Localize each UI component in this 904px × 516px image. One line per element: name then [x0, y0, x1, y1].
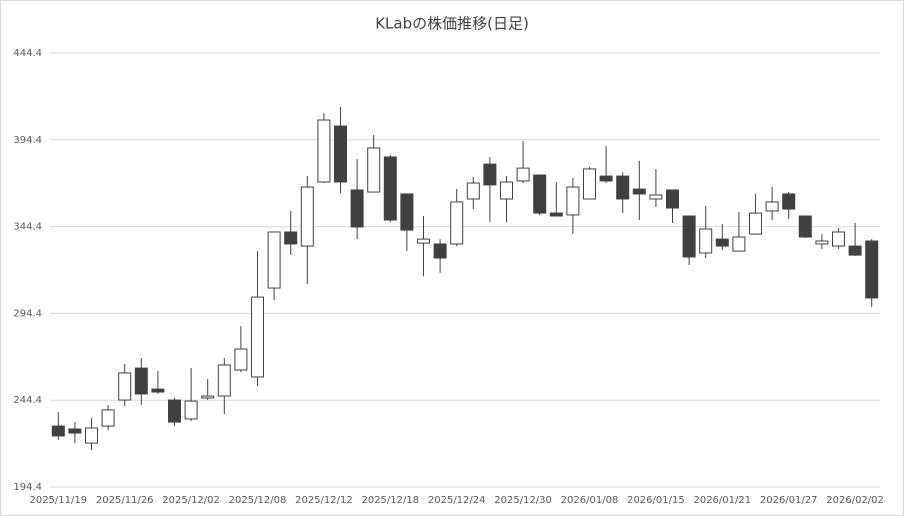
candle-down: [782, 193, 796, 210]
x-tick-label: 2026/01/21: [693, 495, 751, 506]
x-tick-label: 2026/01/15: [627, 495, 685, 506]
candle-up: [317, 119, 331, 183]
candle-down: [682, 215, 696, 258]
x-tick-label: 2025/12/18: [361, 495, 419, 506]
candle-up: [699, 228, 713, 254]
candle-up: [217, 364, 231, 397]
candle-up: [251, 296, 264, 378]
candle-up: [118, 372, 132, 401]
candle-down: [848, 245, 862, 256]
candle-down: [483, 163, 497, 186]
candle-down: [616, 175, 630, 200]
candle-up: [300, 186, 314, 247]
candle-down: [51, 425, 65, 437]
candle-up: [466, 182, 480, 200]
y-tick-label: 344.4: [13, 222, 42, 233]
y-tick-label: 394.4: [13, 135, 42, 146]
candle-down: [798, 215, 812, 238]
candle-down: [334, 125, 347, 183]
x-tick-label: 2025/12/24: [428, 495, 486, 506]
candle-down: [383, 156, 397, 221]
candle-up: [815, 240, 829, 245]
x-tick-label: 2025/11/26: [96, 495, 154, 506]
candle-up: [583, 168, 596, 200]
y-tick-label: 244.4: [13, 395, 42, 406]
candle-down: [350, 189, 364, 228]
x-tick-label: 2026/01/27: [760, 495, 818, 506]
candle-up: [234, 348, 248, 371]
candle-up: [749, 212, 762, 235]
candle-up: [516, 167, 530, 182]
candle-up: [765, 201, 779, 212]
candle-down: [284, 231, 298, 245]
candle-down: [400, 193, 414, 231]
x-tick-label: 2025/12/08: [229, 495, 287, 506]
candle-up: [649, 194, 663, 200]
candle-down: [433, 243, 447, 259]
x-tick-label: 2025/12/12: [295, 495, 353, 506]
candle-down: [599, 175, 613, 182]
candle-up: [101, 409, 115, 427]
y-tick-label: 444.4: [13, 48, 42, 59]
y-tick-label: 194.4: [13, 482, 42, 493]
candle-up: [184, 400, 198, 420]
candle-up: [732, 236, 746, 252]
chart-title: KLabの株価推移(日足): [375, 15, 529, 33]
candle-down: [632, 188, 646, 195]
candle-up: [832, 231, 845, 247]
candle-up: [267, 231, 281, 289]
x-tick-label: 2026/01/08: [561, 495, 619, 506]
candle-up: [500, 181, 513, 200]
candle-down: [865, 240, 879, 299]
candle-up: [367, 147, 381, 193]
candle-down: [715, 238, 729, 247]
candle-down: [151, 388, 165, 393]
candle-up: [450, 201, 464, 245]
candle-up: [566, 186, 580, 216]
x-tick-label: 2025/12/02: [162, 495, 220, 506]
candle-down: [533, 174, 547, 214]
candle-down: [68, 428, 82, 434]
x-tick-label: 2025/12/30: [494, 495, 552, 506]
candle-up: [201, 395, 215, 399]
y-tick-label: 294.4: [13, 308, 42, 319]
candle-down: [549, 212, 563, 217]
x-tick-label: 2026/02/02: [826, 495, 884, 506]
candle-up: [417, 238, 430, 244]
x-tick-label: 2025/11/19: [29, 495, 87, 506]
candle-up: [85, 427, 98, 444]
candle-down: [168, 399, 181, 423]
candle-down: [134, 367, 148, 395]
candle-down: [666, 189, 679, 209]
